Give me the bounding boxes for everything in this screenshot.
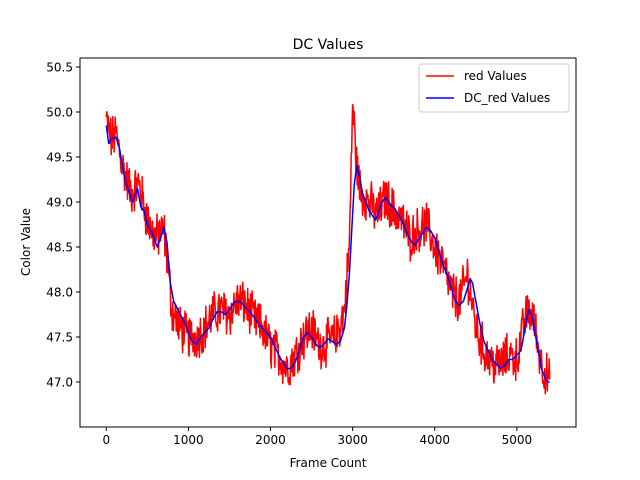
plot-area <box>79 57 577 428</box>
plot-frame <box>79 57 577 428</box>
x-tick-label: 5000 <box>502 433 533 447</box>
y-axis: 47.0 47.5 48.0 48.5 49.0 49.5 50.0 50.5 <box>46 61 80 390</box>
legend: red Values DC_red Values <box>418 63 570 113</box>
x-tick-label: 4000 <box>419 433 450 447</box>
y-tick-label: 50.0 <box>46 106 73 120</box>
series-red-values-line <box>105 103 551 395</box>
x-axis: 0 1000 2000 3000 4000 5000 <box>102 427 532 447</box>
y-tick-label: 48.0 <box>46 286 73 300</box>
series-dc-red-values-line <box>105 125 550 383</box>
y-tick-label: 47.0 <box>46 376 73 390</box>
x-tick-label: 2000 <box>255 433 286 447</box>
y-tick-label: 50.5 <box>46 61 73 75</box>
series-layer <box>105 103 551 395</box>
y-tick-label: 47.5 <box>46 331 73 345</box>
y-axis-label: Color Value <box>19 208 33 276</box>
y-tick-label: 48.5 <box>46 241 73 255</box>
legend-label-red-values: red Values <box>464 69 527 83</box>
x-axis-label: Frame Count <box>290 456 367 470</box>
y-tick-label: 49.0 <box>46 196 73 210</box>
x-tick-label: 0 <box>102 433 110 447</box>
x-tick-label: 3000 <box>337 433 368 447</box>
x-tick-label: 1000 <box>173 433 204 447</box>
legend-box <box>418 63 570 113</box>
y-tick-label: 49.5 <box>46 151 73 165</box>
chart-title: DC Values <box>293 37 364 53</box>
legend-label-dc-red-values: DC_red Values <box>464 91 550 105</box>
